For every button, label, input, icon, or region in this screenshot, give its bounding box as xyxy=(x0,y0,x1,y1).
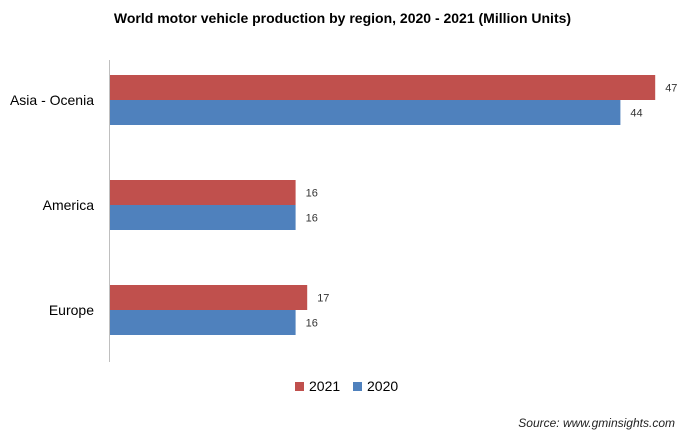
chart-title: World motor vehicle production by region… xyxy=(113,10,572,26)
data-label: 16 xyxy=(306,213,318,225)
category-label: America xyxy=(43,197,95,213)
category-label: Asia - Ocenia xyxy=(10,92,94,108)
legend-swatch xyxy=(353,382,362,391)
legend-label: 2020 xyxy=(367,378,398,394)
bar-2021 xyxy=(110,285,308,310)
data-label: 16 xyxy=(306,318,318,330)
bar-2020 xyxy=(110,205,296,230)
category-label: Europe xyxy=(49,302,94,318)
source-note: Source: www.gminsights.com xyxy=(518,416,675,430)
data-label: 16 xyxy=(306,188,318,200)
bars-group: 47 44 16 16 17 16 xyxy=(110,75,677,335)
data-label: 44 xyxy=(630,108,642,120)
legend-swatch xyxy=(295,382,304,391)
data-label: 47 xyxy=(665,83,677,95)
bar-2021 xyxy=(110,75,656,100)
category-labels-group: Asia - Ocenia America Europe xyxy=(10,92,94,318)
legend-label: 2021 xyxy=(309,378,340,394)
bar-2020 xyxy=(110,100,621,125)
legend: 2021 2020 xyxy=(295,378,398,394)
data-label: 17 xyxy=(317,293,329,305)
bar-2020 xyxy=(110,310,296,335)
bar-2021 xyxy=(110,180,296,205)
